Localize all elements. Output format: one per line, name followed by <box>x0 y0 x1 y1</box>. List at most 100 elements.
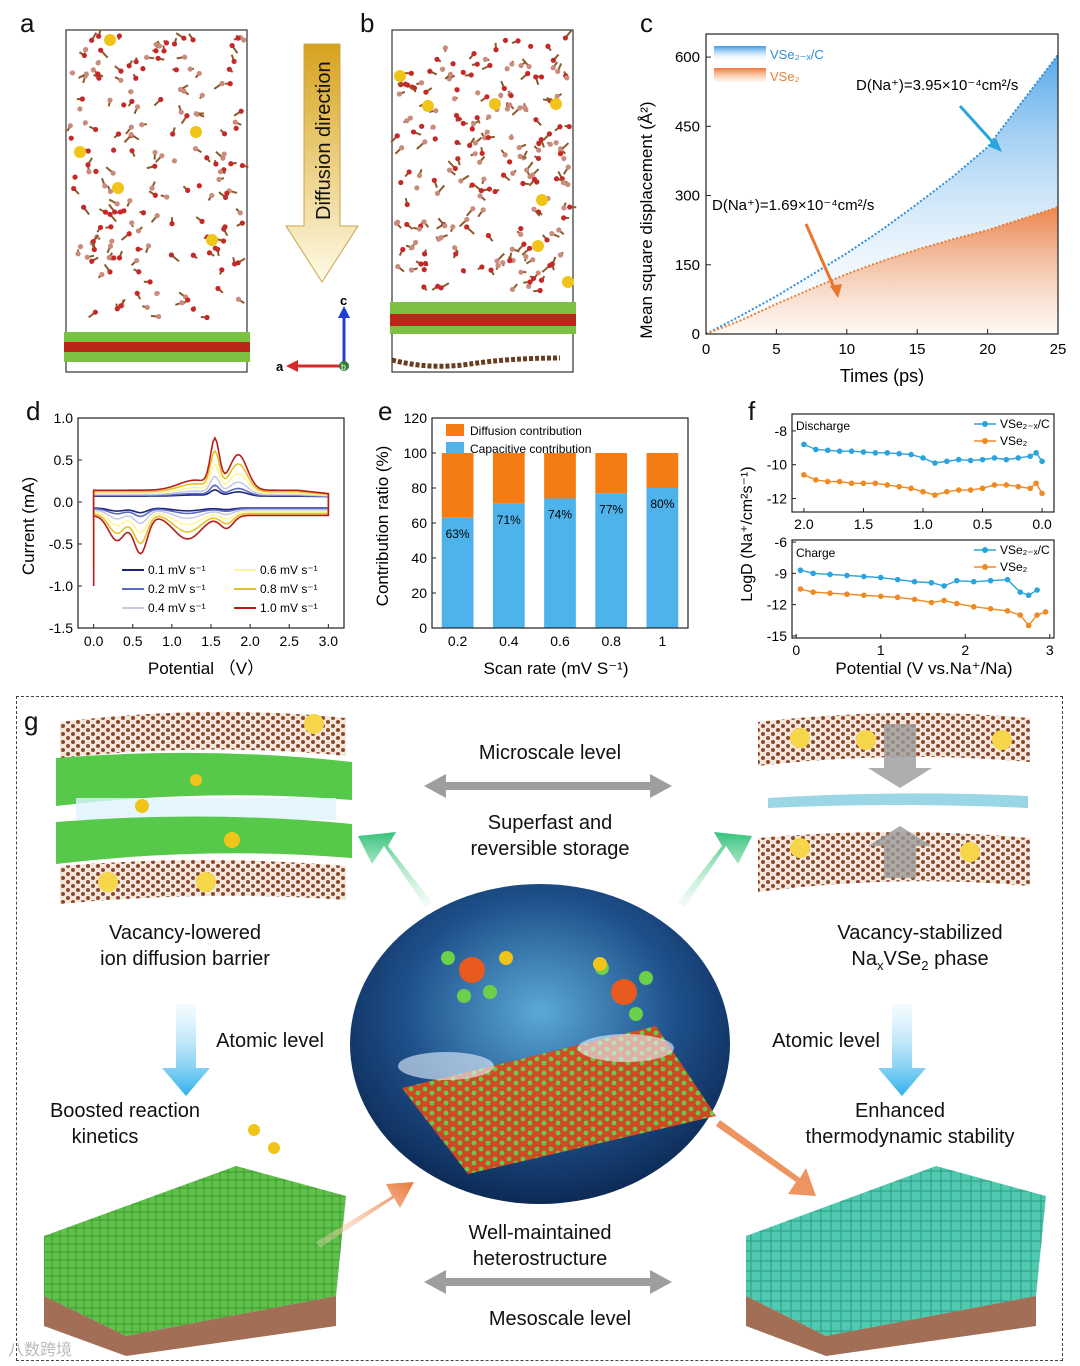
chart-c-ytick-label: 0 <box>692 326 700 343</box>
chart-e-bar-diffusion-3 <box>595 453 628 494</box>
bottom-right-slab <box>746 1166 1046 1356</box>
arrow-green-right <box>678 832 752 908</box>
chart-f-point-0-1 <box>801 472 807 478</box>
chart-f-frame-1 <box>791 539 1055 639</box>
panel-label-c: c <box>640 8 653 38</box>
chart-f-point-0-0 <box>1015 455 1022 461</box>
chart-f-point-0-0 <box>955 456 962 463</box>
boosted-line2: kinetics <box>71 1126 139 1148</box>
chart-f-point-1-0 <box>928 579 935 586</box>
chart-d-ylabel: Current (mA) <box>19 477 38 575</box>
chart-f-legend-text-0-0: VSe₂₋ₓ/C <box>1000 417 1050 431</box>
chart-f-point-1-0 <box>1017 589 1023 595</box>
annot-arrow-orange <box>804 223 838 293</box>
chart-e-ytick-label: 100 <box>404 445 428 461</box>
md-box-a <box>65 29 248 373</box>
chart-f-point-0-1 <box>1027 485 1033 492</box>
atomic-level-right: Atomic level <box>772 1030 880 1052</box>
chart-e-xtick-label: 0.2 <box>448 633 468 649</box>
chart-f-point-0-1 <box>920 488 926 495</box>
chart-d-ytick-label: 1.0 <box>54 410 74 426</box>
microscale-label: Microscale level <box>478 742 622 764</box>
chart-f-point-0-0 <box>824 447 831 454</box>
chart-e-bar-capacitive-1 <box>492 503 525 628</box>
chart-e-xlabel: Scan rate (mV S⁻¹) <box>483 659 628 678</box>
chart-d-xtick-label: 1.0 <box>162 633 182 649</box>
chart-e-bar-diffusion-0 <box>441 453 474 518</box>
chart-c: 0 5 10 15 20 25 0 150 300 450 600 Mean square disp… <box>637 33 1066 386</box>
chart-d-legend-text-3: 0.6 mV s⁻¹ <box>260 563 318 577</box>
chart-c-xtick-label: 15 <box>909 341 926 358</box>
chart-c-ylabel: Mean square displacement (Å²) <box>637 101 656 338</box>
chart-f-ytick-label: -12 <box>767 490 787 506</box>
chart-e-bar-diffusion-4 <box>646 453 679 488</box>
chart-f-legend-text-1-1: VSe₂ <box>1000 560 1028 574</box>
chart-c-legend: VSe₂₋ₓ/C VSe₂ <box>714 46 824 84</box>
panel-label-f: f <box>748 396 756 426</box>
chart-f-point-0-1 <box>979 485 986 492</box>
chart-f-legend-text-1-0: VSe₂₋ₓ/C <box>1000 543 1050 557</box>
chart-f-point-0-0 <box>896 450 902 457</box>
chart-f-line-1-1 <box>800 588 1046 627</box>
watermark: 八数跨境 <box>8 1342 73 1359</box>
chart-e-bar-capacitive-3 <box>595 493 628 628</box>
chart-f-point-1-0 <box>987 577 994 584</box>
chart-f-point-0-1 <box>813 477 819 483</box>
chart-f-point-0-0 <box>944 458 950 465</box>
legend-text-vse2: VSe₂ <box>770 69 800 84</box>
chart-f-point-1-1 <box>1034 612 1040 618</box>
chart-f-point-1-1 <box>1017 612 1023 618</box>
annot-arrowhead-blue <box>988 138 1002 152</box>
chart-f-point-1-1 <box>827 590 833 596</box>
boosted-line1: Boosted reaction <box>49 1100 201 1122</box>
chart-c-ytick-label: 450 <box>675 118 700 135</box>
panel-g-frame <box>16 696 1063 1361</box>
md-snapshots: Diffusion direction c a b <box>64 29 577 374</box>
chart-f-xtick-label: 0.0 <box>1032 516 1052 532</box>
chart-f-point-0-0 <box>1003 456 1010 463</box>
superfast-line1: Superfast and <box>487 812 613 834</box>
chart-f-xtick-label: 0 <box>792 642 800 658</box>
chart-f-point-0-0 <box>1039 458 1045 465</box>
chart-f-point-0-0 <box>932 460 938 466</box>
arrow-blue-right <box>878 1004 926 1096</box>
panel-label-e: e <box>378 396 393 426</box>
enhanced-line2: thermodynamic stability <box>805 1126 1015 1148</box>
chart-c-line-0 <box>705 54 1059 335</box>
chart-f: 2.0 1.5 1.0 0.5 0.0 -8 -10 -12 0 1 2 3 -6 -9 -12 -15 Lo… <box>739 413 1055 678</box>
axis-triad: c a b <box>276 293 350 374</box>
chart-d-cv-curve-3 <box>92 463 330 549</box>
chart-f-legend-marker-1-0 <box>982 547 988 553</box>
chart-e-xtick-label: 0.8 <box>601 633 621 649</box>
chart-f-point-0-1 <box>955 487 962 493</box>
chart-f-legend-marker-1-1 <box>982 564 988 570</box>
chart-f-point-0-0 <box>979 456 986 463</box>
chart-f-ytick-label: -6 <box>775 534 788 550</box>
chart-f-point-0-1 <box>1033 480 1039 487</box>
chart-d-cv-curve-2 <box>92 475 330 532</box>
chart-e-ylabel: Contribution ratio (%) <box>373 446 392 607</box>
chart-f-xtick-label: 0.5 <box>973 516 993 532</box>
chart-f-point-1-0 <box>941 583 947 589</box>
chart-e-data-label-4: 80% <box>650 497 674 511</box>
chart-c-xtick-label: 5 <box>772 341 780 358</box>
chart-d-legend-text-1: 0.2 mV s⁻¹ <box>148 582 206 596</box>
vacancy-lowered-line2: ion diffusion barrier <box>100 948 270 970</box>
chart-c-ytick-label: 600 <box>675 49 700 66</box>
chart-f-xtick-label: 1.0 <box>913 516 933 532</box>
chart-d-ytick-label: -0.5 <box>49 536 73 552</box>
chart-d-ytick-label: 0.0 <box>54 494 74 510</box>
chart-f-point-0-1 <box>860 480 867 487</box>
chart-f-point-1-1 <box>1025 622 1032 629</box>
chart-f-point-0-0 <box>967 457 974 464</box>
chart-f-ytick-label: -15 <box>767 628 787 644</box>
chart-d-xtick-label: 0.0 <box>84 633 104 649</box>
legend-swatch-capacitive <box>446 442 464 454</box>
chart-c-ytick-label: 300 <box>675 188 700 205</box>
chart-c-xtick-label: 20 <box>979 341 996 358</box>
chart-f-legend-marker-0-0 <box>982 421 988 427</box>
annot-arrowhead-orange <box>830 284 842 298</box>
superfast-line2: reversible storage <box>470 838 630 860</box>
chart-e-xtick-label: 0.4 <box>499 633 519 649</box>
chart-f-point-1-1 <box>1004 608 1011 614</box>
